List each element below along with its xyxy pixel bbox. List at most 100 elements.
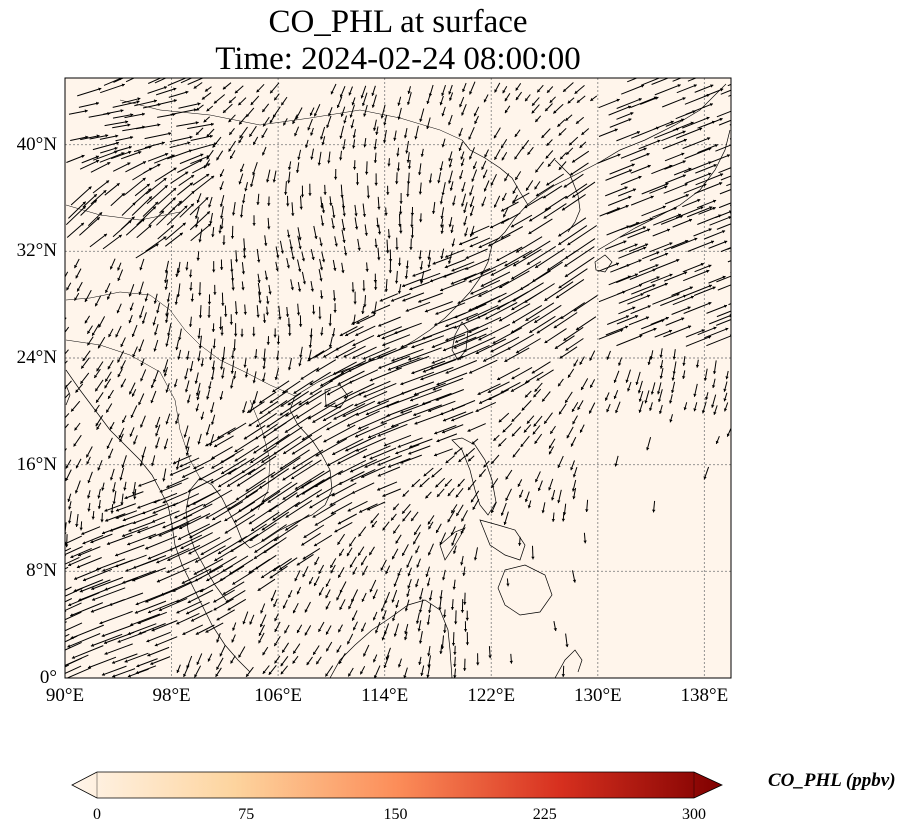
wind-vector-shaft bbox=[145, 535, 177, 550]
wind-vector-shaft bbox=[158, 522, 190, 537]
wind-vector-head bbox=[140, 378, 144, 382]
wind-vector-head bbox=[99, 621, 103, 625]
wind-vector-head bbox=[373, 146, 377, 150]
wind-vector-head bbox=[74, 297, 78, 301]
wind-vector-head bbox=[487, 389, 491, 393]
wind-vector-head bbox=[174, 301, 178, 305]
wind-vector-shaft bbox=[720, 175, 731, 181]
wind-vector-shaft bbox=[730, 347, 731, 349]
wind-vector-shaft bbox=[158, 597, 188, 612]
wind-vector-shaft bbox=[618, 246, 647, 259]
wind-vector-shaft bbox=[598, 262, 620, 272]
wind-vector-head bbox=[576, 120, 580, 124]
wind-vector-head bbox=[571, 488, 576, 492]
wind-vector-shaft bbox=[253, 542, 278, 560]
wind-vector-head bbox=[496, 258, 500, 262]
wind-vector-shaft bbox=[156, 567, 190, 583]
wind-vector-head bbox=[239, 121, 243, 125]
wind-vector-head bbox=[234, 90, 239, 94]
wind-vector-shaft bbox=[200, 537, 232, 556]
wind-vector-head bbox=[104, 385, 108, 389]
wind-vector-head bbox=[463, 629, 468, 632]
wind-vector-head bbox=[249, 621, 253, 625]
wind-vector-head bbox=[453, 345, 457, 349]
wind-vector-head bbox=[108, 455, 112, 459]
wind-vector-head bbox=[450, 230, 454, 233]
wind-vector-head bbox=[681, 118, 685, 122]
wind-vector-shaft bbox=[445, 312, 478, 328]
wind-vector-head bbox=[397, 444, 401, 448]
wind-vector-head bbox=[646, 152, 650, 157]
wind-vector-head bbox=[650, 391, 655, 395]
wind-vector-shaft bbox=[93, 150, 118, 161]
wind-vector-head bbox=[682, 97, 686, 101]
wind-vector-shaft bbox=[468, 316, 502, 334]
wind-vector-head bbox=[636, 131, 640, 135]
wind-vector-head bbox=[666, 228, 670, 232]
wind-vector-head bbox=[567, 100, 571, 104]
wind-vector-head bbox=[227, 431, 231, 435]
wind-vector-head bbox=[189, 182, 193, 186]
wind-vector-head bbox=[261, 575, 265, 578]
wind-vector-head bbox=[494, 156, 498, 160]
wind-vector-head bbox=[463, 277, 467, 281]
wind-vector-shaft bbox=[90, 161, 111, 173]
wind-vector-shaft bbox=[132, 555, 167, 569]
wind-vector-head bbox=[361, 628, 365, 632]
wind-vector-head bbox=[657, 391, 661, 395]
wind-vector-shaft bbox=[178, 174, 195, 187]
wind-vector-head bbox=[269, 575, 273, 579]
wind-vector-head bbox=[119, 477, 123, 481]
wind-vector-head bbox=[230, 155, 233, 159]
wind-vector-shaft bbox=[665, 174, 686, 184]
wind-vector-head bbox=[724, 240, 728, 244]
wind-vector-shaft bbox=[619, 226, 647, 238]
wind-vector-head bbox=[172, 207, 176, 211]
wind-vector-head bbox=[402, 552, 405, 556]
wind-vector-head bbox=[726, 433, 730, 437]
wind-vector-head bbox=[320, 223, 325, 226]
wind-vector-shaft bbox=[546, 250, 578, 271]
wind-vector-head bbox=[756, 158, 759, 161]
wind-vector-head bbox=[535, 169, 539, 173]
wind-vector-head bbox=[411, 345, 415, 349]
wind-vector-head bbox=[148, 610, 152, 614]
wind-vector-head bbox=[199, 159, 203, 163]
wind-vector-shaft bbox=[424, 301, 453, 313]
wind-vector-head bbox=[227, 607, 231, 611]
wind-vector-shaft bbox=[500, 201, 519, 212]
wind-vector-head bbox=[361, 311, 365, 314]
wind-vector-head bbox=[310, 132, 314, 136]
wind-vector-shaft bbox=[205, 500, 237, 519]
wind-vector-head bbox=[132, 491, 136, 495]
wind-vector-head bbox=[377, 231, 382, 235]
wind-vector-head bbox=[316, 494, 320, 498]
wind-vector-shaft bbox=[219, 565, 245, 582]
wind-vector-head bbox=[138, 348, 142, 352]
wind-vector-head bbox=[428, 526, 432, 530]
wind-vector-head bbox=[316, 368, 320, 372]
wind-vector-shaft bbox=[468, 269, 497, 283]
wind-vector-head bbox=[406, 181, 411, 185]
wind-vector-head bbox=[146, 183, 150, 187]
wind-vector-head bbox=[352, 135, 356, 139]
wind-vector-shaft bbox=[675, 127, 703, 139]
wind-vector-shaft bbox=[500, 212, 521, 224]
wind-vector-head bbox=[451, 509, 455, 514]
wind-vector-head bbox=[408, 451, 412, 455]
wind-vector-shaft bbox=[331, 482, 357, 497]
wind-vector-head bbox=[142, 161, 146, 165]
wind-vector-shaft bbox=[222, 581, 245, 596]
wind-vector-shaft bbox=[366, 501, 386, 511]
wind-vector-shaft bbox=[73, 567, 102, 580]
wind-vector-head bbox=[100, 519, 104, 523]
wind-vector-shaft bbox=[122, 511, 146, 522]
wind-vector-head bbox=[254, 355, 258, 359]
wind-vector-head bbox=[737, 281, 740, 284]
wind-vector-shaft bbox=[315, 359, 337, 372]
wind-vector-head bbox=[492, 340, 496, 344]
wind-vector-head bbox=[197, 102, 201, 106]
wind-vector-head bbox=[196, 397, 200, 401]
wind-vector-head bbox=[627, 388, 631, 392]
wind-vector-head bbox=[606, 356, 610, 360]
